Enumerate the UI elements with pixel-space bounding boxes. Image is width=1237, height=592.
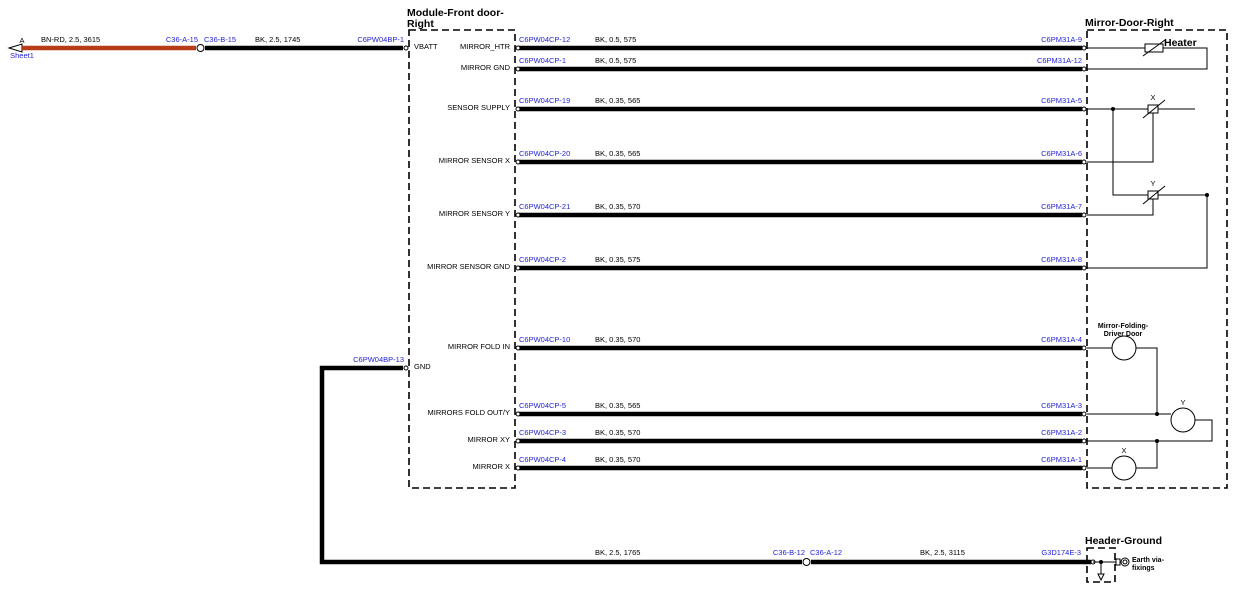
connector-label: C6PW04CP-2 bbox=[519, 255, 566, 264]
splice bbox=[802, 558, 811, 566]
connector-label: C6PW04CP-1 bbox=[519, 56, 566, 65]
connector-label: C6PW04CP-21 bbox=[519, 202, 570, 211]
wire-spec: BK, 2.5, 1765 bbox=[595, 548, 640, 557]
motor-label: Mirror-Folding- bbox=[1098, 323, 1149, 330]
connector-label: C6PW04BP-13 bbox=[353, 355, 404, 364]
pin-label: A bbox=[19, 36, 24, 45]
module-title: Right bbox=[407, 18, 434, 30]
terminal bbox=[1081, 106, 1087, 112]
terminal bbox=[515, 438, 521, 444]
terminal bbox=[1081, 212, 1087, 218]
connector-label: C6PM31A-3 bbox=[1041, 401, 1082, 410]
connector-label: C6PM31A-7 bbox=[1041, 202, 1082, 211]
connector-label: C6PM31A-6 bbox=[1041, 149, 1082, 158]
terminal bbox=[515, 265, 521, 271]
terminal bbox=[515, 411, 521, 417]
connector-label: C6PM31A-5 bbox=[1041, 96, 1082, 105]
terminal bbox=[1081, 465, 1087, 471]
earth-label: fixings bbox=[1132, 565, 1155, 572]
wire-spec: BK, 0.35, 565 bbox=[595, 96, 640, 105]
terminal bbox=[1081, 45, 1087, 51]
terminal bbox=[515, 159, 521, 165]
pin-label: VBATT bbox=[414, 42, 438, 51]
connector-label: C6PW04CP-5 bbox=[519, 401, 566, 410]
terminal bbox=[1081, 345, 1087, 351]
wire-spec: BK, 0.35, 570 bbox=[595, 202, 640, 211]
wire-spec: BK, 0.35, 565 bbox=[595, 401, 640, 410]
connector-label: C6PM31A-12 bbox=[1037, 56, 1082, 65]
connector-label: C6PW04BP-1 bbox=[357, 35, 404, 44]
module-title: Header-Ground bbox=[1085, 535, 1162, 547]
wire-spec: BN-RD, 2.5, 3615 bbox=[41, 35, 100, 44]
wire-spec: BK, 0.35, 570 bbox=[595, 335, 640, 344]
ground-wire bbox=[319, 365, 802, 565]
connector-label: C6PM31A-8 bbox=[1041, 255, 1082, 264]
splice-label: C36-B-12 bbox=[773, 548, 805, 557]
connector-label: G3D174E-3 bbox=[1041, 548, 1081, 557]
terminal bbox=[1081, 438, 1087, 444]
connector-label: C6PW04CP-19 bbox=[519, 96, 570, 105]
terminal bbox=[403, 45, 409, 51]
pin-label: MIRROR FOLD IN bbox=[448, 342, 510, 351]
motor-label: Driver Door bbox=[1104, 331, 1143, 338]
connector-label: C6PW04CP-12 bbox=[519, 35, 570, 44]
terminal bbox=[403, 365, 409, 371]
connector-label: C6PM31A-9 bbox=[1041, 35, 1082, 44]
pin-label: MIRROR SENSOR X bbox=[439, 156, 510, 165]
pin-label: MIRROR_HTR bbox=[460, 42, 511, 51]
motor-label: X bbox=[1121, 446, 1126, 455]
terminal bbox=[1081, 265, 1087, 271]
earth-symbol bbox=[1093, 557, 1130, 582]
wire-spec: BK, 0.5, 575 bbox=[595, 35, 636, 44]
earth-label: Earth via- bbox=[1132, 557, 1165, 564]
pin-label: SENSOR SUPPLY bbox=[447, 103, 510, 112]
wire-spec: BK, 2.5, 1745 bbox=[255, 35, 300, 44]
terminal bbox=[1081, 159, 1087, 165]
splice-label: C36-A-12 bbox=[810, 548, 842, 557]
terminal bbox=[515, 212, 521, 218]
pin-label: MIRROR XY bbox=[467, 435, 510, 444]
module-box bbox=[408, 29, 1228, 583]
terminal bbox=[515, 106, 521, 112]
sensor-label: X bbox=[1150, 93, 1155, 102]
module-title: Mirror-Door-Right bbox=[1085, 17, 1174, 29]
connector-label: C6PW04CP-4 bbox=[519, 455, 566, 464]
terminal bbox=[515, 465, 521, 471]
terminal bbox=[1081, 411, 1087, 417]
junctions bbox=[1111, 107, 1209, 443]
module-title: Module-Front door- bbox=[407, 7, 504, 19]
wire-spec: BK, 0.35, 565 bbox=[595, 149, 640, 158]
terminal bbox=[515, 45, 521, 51]
pin-label: MIRRORS FOLD OUT/Y bbox=[427, 408, 510, 417]
terminal bbox=[1081, 66, 1087, 72]
terminal bbox=[515, 345, 521, 351]
wire-spec: BK, 0.35, 570 bbox=[595, 455, 640, 464]
wire-spec: BK, 2.5, 3115 bbox=[920, 548, 965, 557]
wire-spec: BK, 0.35, 575 bbox=[595, 255, 640, 264]
connector-label: C6PM31A-4 bbox=[1041, 335, 1082, 344]
connector-label: C6PM31A-1 bbox=[1041, 455, 1082, 464]
pin-label: GND bbox=[414, 362, 431, 371]
connector-label: C6PW04CP-3 bbox=[519, 428, 566, 437]
connector-label: C6PW04CP-10 bbox=[519, 335, 570, 344]
heater-label: Heater bbox=[1164, 37, 1197, 49]
sheet-label: Sheet1 bbox=[10, 51, 34, 60]
pin-label: MIRROR SENSOR Y bbox=[439, 209, 510, 218]
terminal bbox=[515, 66, 521, 72]
wire-spec: BK, 0.5, 575 bbox=[595, 56, 636, 65]
connector-label: C6PW04CP-20 bbox=[519, 149, 570, 158]
pin-label: MIRROR X bbox=[473, 462, 511, 471]
pin-label: MIRROR SENSOR GND bbox=[427, 262, 511, 271]
splice-label: C36-A-15 bbox=[166, 35, 198, 44]
splice-label: C36-B-15 bbox=[204, 35, 236, 44]
motor-label: Y bbox=[1180, 398, 1185, 407]
pin-label: MIRROR GND bbox=[461, 63, 511, 72]
wire-spec: BK, 0.35, 570 bbox=[595, 428, 640, 437]
sensor-label: Y bbox=[1150, 179, 1155, 188]
mirror-circuit bbox=[1087, 39, 1213, 481]
connector-label: C6PM31A-2 bbox=[1041, 428, 1082, 437]
splice bbox=[196, 44, 205, 52]
